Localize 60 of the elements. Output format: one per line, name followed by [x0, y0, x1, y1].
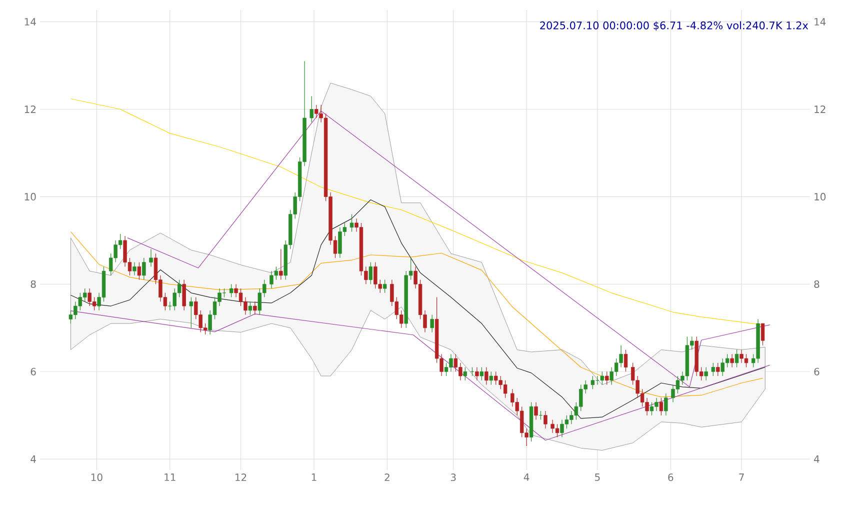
candlestick	[624, 349, 628, 372]
y2-tick-label: 14	[814, 18, 826, 26]
x-tick-label: 6	[668, 474, 674, 482]
y2-tick-label: 6	[814, 368, 820, 376]
candlestick	[368, 262, 373, 284]
candlestick	[659, 398, 664, 416]
candlestick	[310, 96, 314, 123]
x-tick-label: 3	[450, 474, 456, 482]
candlestick	[711, 362, 716, 376]
candlestick	[760, 323, 765, 346]
candlestick	[137, 262, 142, 280]
line-series	[127, 110, 770, 388]
candlestick	[189, 296, 194, 328]
candlestick	[480, 366, 484, 381]
candlestick	[664, 393, 668, 416]
candlestick	[253, 301, 257, 316]
candlestick	[149, 248, 153, 267]
text: 2025.07.10 00:00:00 $6.71 -4.82% vol:240.7K 1.2x	[540, 21, 808, 31]
candlestick	[534, 402, 538, 420]
x-tick-label: 10	[91, 474, 102, 482]
x-tick-label: 1	[312, 474, 316, 481]
x-tick-label: 4	[524, 474, 530, 481]
candlestick	[484, 366, 488, 386]
x-tick-label: 11	[164, 474, 176, 481]
y2-tick-label: 8	[814, 280, 820, 288]
candlestick	[590, 376, 595, 390]
line-series	[70, 199, 766, 419]
candlestick	[605, 371, 609, 386]
y-tick-label: 8	[30, 280, 36, 288]
candlestick	[229, 284, 234, 298]
y2-tick-label: 10	[814, 192, 826, 200]
candlestick	[350, 214, 354, 232]
y2-tick-label: 4	[814, 455, 820, 463]
candlestick	[182, 279, 186, 311]
candlestick	[142, 258, 146, 280]
x-tick-label: 5	[595, 474, 600, 481]
y2-tick-label: 12	[814, 106, 826, 113]
y-tick-label: 14	[24, 18, 36, 26]
y-tick-label: 12	[24, 106, 36, 113]
candlestick	[600, 371, 604, 386]
x-tick-label: 7	[739, 474, 744, 481]
x-tick-label: 12	[236, 474, 246, 481]
y-tick-label: 6	[30, 368, 36, 376]
line-series	[70, 310, 770, 441]
candlestick	[463, 366, 468, 381]
y-tick-label: 10	[24, 192, 36, 200]
candlestick	[716, 362, 720, 376]
candlestick	[279, 248, 283, 280]
candlestick	[734, 349, 739, 368]
candlestick	[704, 366, 708, 381]
candlestick	[430, 314, 434, 333]
y-tick-label: 4	[30, 455, 36, 463]
candlestick	[544, 410, 548, 429]
candlestick	[475, 366, 479, 381]
candlestick	[383, 279, 387, 294]
candlestick	[489, 371, 493, 386]
candlestick	[248, 301, 252, 316]
x-tick-label: 2	[384, 474, 390, 481]
candlestick	[132, 262, 136, 276]
candlestick	[730, 354, 734, 368]
